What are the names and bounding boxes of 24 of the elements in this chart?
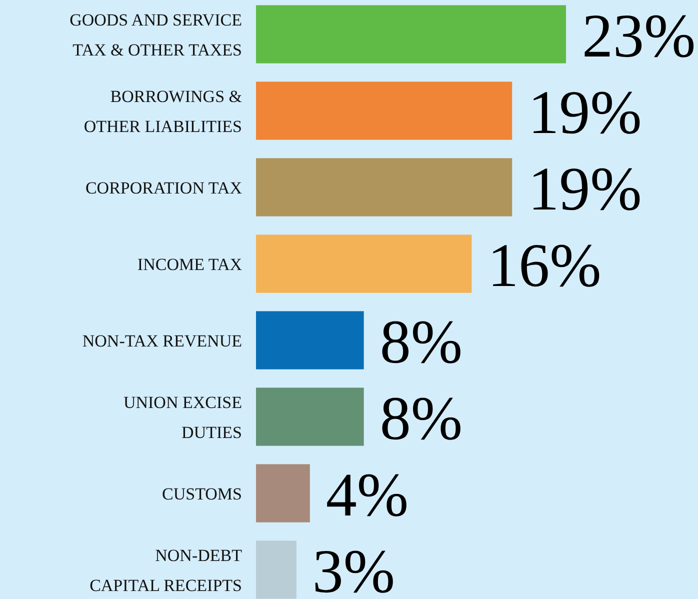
y-tick-label: INCOME TAX <box>137 254 242 274</box>
data-label: 8% <box>380 308 462 376</box>
bar <box>256 311 364 370</box>
data-label: 19% <box>528 78 642 147</box>
bar <box>256 158 512 216</box>
bar <box>256 540 296 599</box>
y-tick-label: CORPORATION TAX <box>85 178 242 198</box>
y-tick-label: GOODS AND SERVICE TAX & OTHER TAXES <box>70 10 242 60</box>
data-label: 16% <box>488 232 602 300</box>
y-tick-label: BORROWINGS & OTHER LIABILITIES <box>84 86 242 136</box>
bar <box>256 464 310 522</box>
y-tick-label: UNION EXCISE DUTIES <box>123 392 242 442</box>
y-tick-label: NON-TAX REVENUE <box>82 331 242 350</box>
bar <box>256 234 472 293</box>
bar <box>256 5 566 64</box>
data-label: 23% <box>582 2 696 70</box>
data-label: 4% <box>326 461 409 530</box>
y-tick-label: NON-DEBT CAPITAL RECEIPTS <box>90 546 243 595</box>
data-label: 19% <box>528 155 642 224</box>
bar <box>256 388 364 446</box>
data-label: 8% <box>380 384 462 453</box>
y-tick-label: CUSTOMS <box>162 484 242 504</box>
bar <box>256 82 512 140</box>
data-label: 3% <box>312 538 396 599</box>
